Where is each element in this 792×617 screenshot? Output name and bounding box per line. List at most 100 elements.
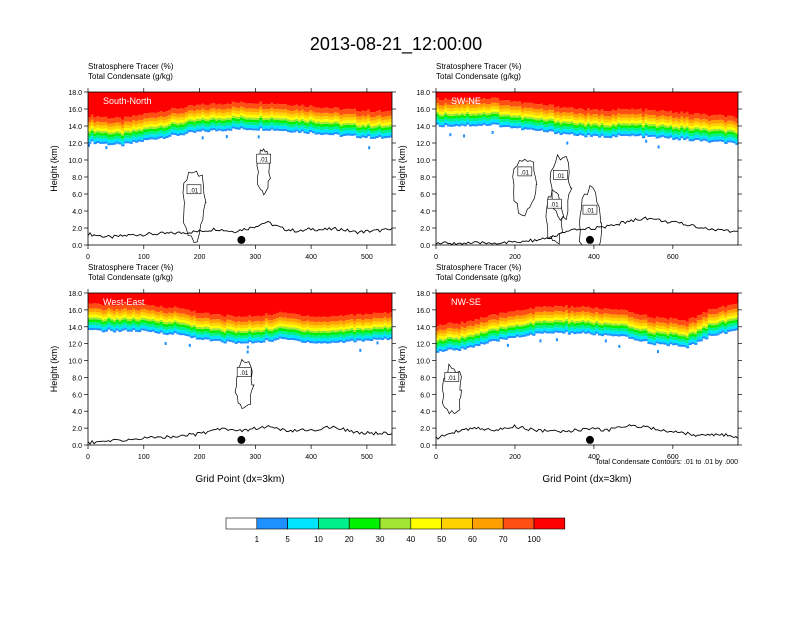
tracer-band — [168, 134, 172, 137]
tracer-band — [471, 123, 476, 127]
tracer-band — [104, 293, 108, 306]
tracer-band — [644, 330, 648, 334]
tracer-band — [438, 111, 443, 115]
tracer-band — [328, 293, 332, 317]
tracer-band — [685, 337, 690, 341]
tracer-band — [295, 314, 299, 320]
tracer-band — [466, 97, 470, 103]
tracer-band — [600, 120, 605, 124]
tracer-band — [176, 332, 180, 335]
tracer-band — [666, 125, 670, 128]
tracer-band — [466, 332, 470, 336]
tracer-band — [482, 293, 487, 318]
tracer-band — [356, 116, 360, 120]
tracer-band — [619, 109, 624, 115]
tracer-band — [677, 333, 681, 337]
tracer-band — [353, 127, 357, 131]
tracer-band — [347, 117, 352, 121]
tracer-band — [608, 135, 613, 139]
tracer-band — [647, 317, 651, 323]
tracer-band — [504, 321, 508, 325]
tracer-band — [592, 127, 596, 131]
tracer-band — [129, 125, 133, 129]
tracer-band — [699, 114, 703, 120]
tracer-band — [90, 133, 95, 137]
tracer-band — [696, 134, 701, 138]
tracer-band — [101, 327, 106, 331]
tracer-band — [270, 329, 274, 332]
tracer-band — [644, 328, 648, 331]
tracer-band — [328, 113, 332, 117]
tracer-band — [471, 334, 476, 338]
tracer-band — [540, 325, 544, 329]
tracer-band — [228, 326, 233, 330]
tracer-band — [386, 127, 390, 130]
tracer-band — [311, 131, 316, 134]
tracer-band — [126, 310, 131, 314]
tracer-band — [264, 293, 269, 314]
tracer-band — [245, 125, 249, 129]
tracer-band — [460, 110, 465, 113]
panel-sw-ne: .01.01.01.010.02.04.06.08.010.012.014.01… — [397, 62, 742, 261]
tracer-band — [162, 326, 166, 330]
tracer-band — [154, 293, 158, 307]
tracer-band — [347, 120, 352, 123]
tracer-band — [231, 115, 236, 118]
contour-label-box — [517, 166, 533, 177]
tracer-band — [589, 329, 594, 333]
tracer-band — [115, 133, 119, 136]
tracer-band — [281, 122, 285, 126]
tracer-band — [669, 115, 673, 120]
tracer-band — [306, 293, 310, 316]
tracer-band — [375, 111, 379, 117]
tracer-band — [578, 119, 583, 123]
tracer-band — [490, 122, 495, 125]
tracer-band — [134, 132, 139, 135]
tracer-band — [380, 331, 385, 335]
tracer-band — [187, 113, 191, 117]
y-tick-label: 6.0 — [420, 392, 430, 399]
tracer-band — [88, 141, 92, 144]
tracer-band — [364, 325, 368, 328]
tracer-band — [88, 133, 92, 136]
tracer-band — [162, 117, 166, 121]
tracer-band — [201, 324, 205, 328]
tracer-band — [576, 293, 580, 307]
tracer-band — [132, 319, 136, 323]
tracer-band — [367, 327, 371, 331]
tracer-band — [228, 128, 233, 131]
tracer-band — [496, 333, 500, 337]
tracer-band — [132, 327, 136, 331]
tracer-band — [685, 120, 690, 124]
tracer-band — [170, 119, 175, 122]
tracer-band — [356, 119, 360, 123]
tracer-band — [562, 120, 566, 124]
tracer-band — [300, 123, 305, 127]
tracer-band — [295, 92, 299, 105]
y-tick-label: 6.0 — [72, 392, 82, 399]
tracer-band — [306, 112, 310, 116]
tracer-band — [345, 124, 349, 128]
tracer-band — [573, 117, 577, 121]
tracer-band — [90, 308, 95, 312]
tracer-band — [206, 334, 211, 338]
tracer-band — [204, 321, 208, 325]
tracer-band — [322, 121, 327, 124]
tracer-band — [195, 324, 200, 327]
tracer-band — [488, 331, 492, 334]
tracer-band — [259, 123, 263, 127]
tracer-band — [286, 119, 291, 122]
tracer-band — [170, 121, 175, 125]
tracer-band — [724, 331, 728, 334]
tracer-band — [361, 328, 365, 332]
tracer-band — [707, 127, 712, 131]
tracer-band — [345, 320, 349, 324]
tracer-band — [179, 108, 183, 114]
tracer-band — [504, 324, 508, 328]
tracer-band — [193, 329, 197, 333]
colorbar-label: 10 — [314, 535, 323, 544]
tracer-band — [347, 330, 352, 334]
tracer-band — [674, 123, 679, 127]
tracer-band — [441, 111, 445, 115]
tracer-band — [614, 327, 618, 331]
